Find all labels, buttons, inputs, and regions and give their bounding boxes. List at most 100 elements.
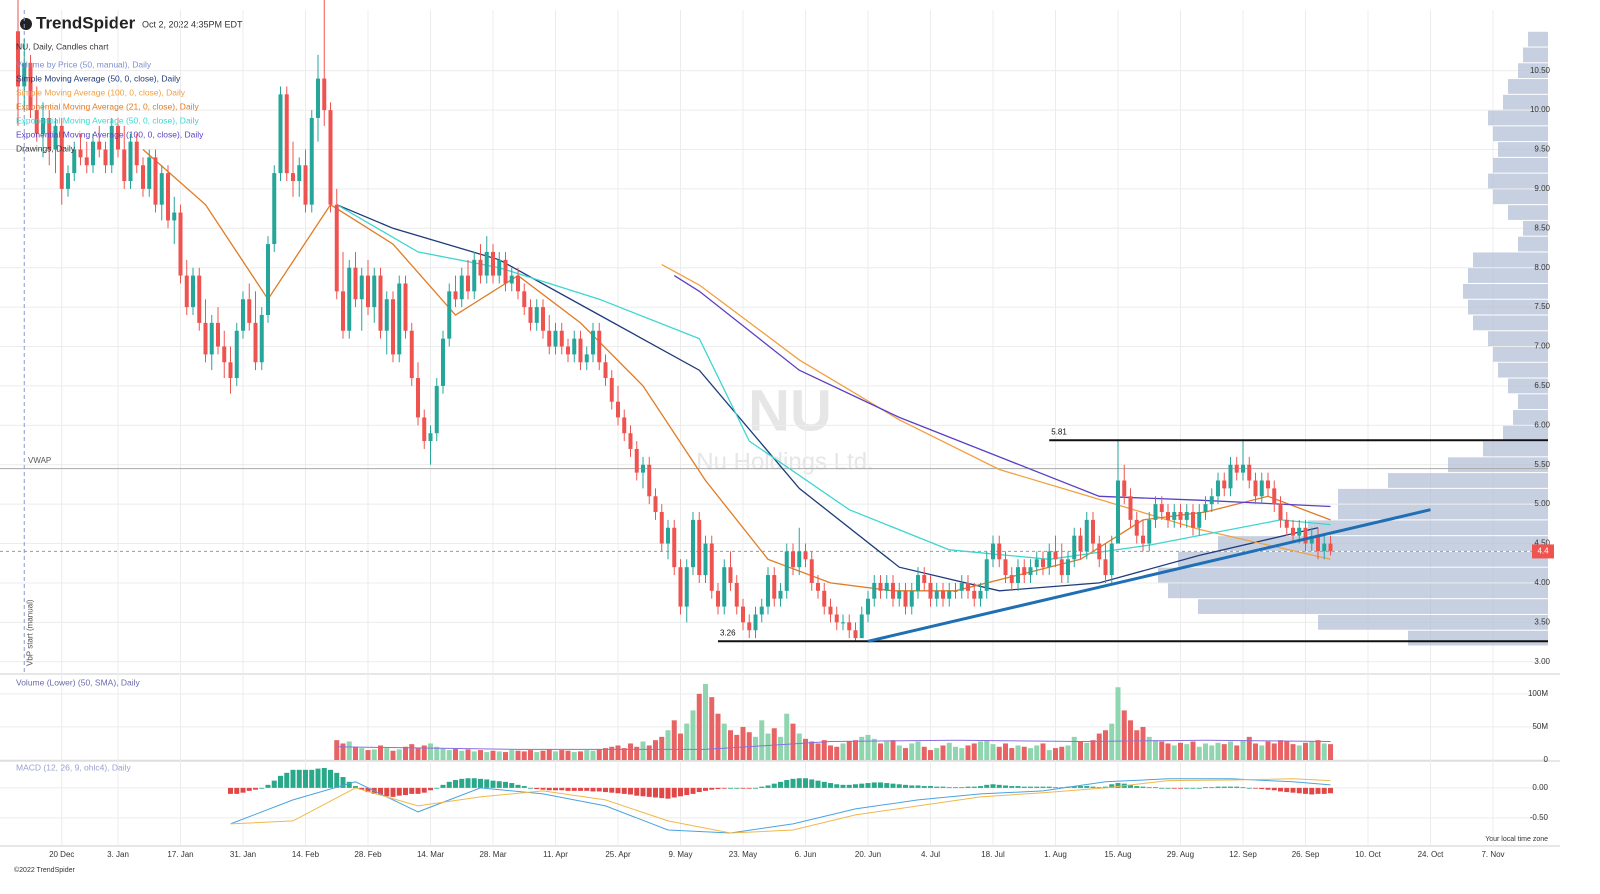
volume-bar bbox=[1178, 742, 1183, 760]
candle-body bbox=[1166, 512, 1170, 520]
candle-body bbox=[253, 322, 258, 363]
candle-body bbox=[541, 307, 545, 331]
candle-body bbox=[1066, 559, 1070, 576]
candle-body bbox=[259, 314, 264, 363]
macd-histogram-bar bbox=[746, 787, 752, 789]
candle-body bbox=[947, 590, 952, 599]
macd-histogram-bar bbox=[453, 780, 458, 788]
macd-histogram-bar bbox=[921, 786, 927, 788]
candle-body bbox=[147, 157, 152, 189]
candle-body bbox=[309, 117, 314, 205]
volume-bar bbox=[684, 723, 690, 760]
volume-bar bbox=[759, 720, 765, 760]
macd-histogram-bar bbox=[1146, 787, 1152, 789]
candle-body bbox=[1084, 519, 1089, 552]
candle-body bbox=[1053, 551, 1058, 560]
macd-histogram-bar bbox=[815, 780, 821, 788]
candle-body bbox=[178, 212, 183, 276]
macd-histogram-bar bbox=[671, 787, 677, 798]
candle-body bbox=[647, 464, 652, 497]
candle-body bbox=[816, 582, 820, 591]
candle-body bbox=[447, 291, 452, 339]
candle-body bbox=[341, 291, 345, 331]
macd-tick-label: -0.50 bbox=[1530, 813, 1549, 822]
candle-body bbox=[884, 582, 889, 591]
macd-histogram-bar bbox=[421, 787, 427, 793]
macd-histogram-bar bbox=[884, 783, 890, 788]
macd-histogram-bar bbox=[609, 787, 615, 793]
volume-bar bbox=[953, 746, 958, 760]
macd-signal-line bbox=[230, 778, 1331, 834]
candle-body bbox=[1303, 527, 1308, 544]
volume-bar bbox=[796, 733, 802, 760]
volume-tick-label: 100M bbox=[1528, 689, 1548, 698]
macd-histogram-bar bbox=[1134, 786, 1140, 788]
volume-bar bbox=[696, 693, 702, 760]
macd-histogram-bar bbox=[765, 785, 771, 788]
candle-body bbox=[641, 464, 645, 473]
macd-histogram-bar bbox=[1215, 786, 1221, 788]
candle-body bbox=[522, 291, 527, 308]
macd-histogram-bar bbox=[340, 777, 346, 788]
macd-histogram-bar bbox=[315, 768, 321, 788]
macd-histogram-bar bbox=[634, 787, 640, 796]
horizontal-line-label: 3.26 bbox=[720, 628, 736, 637]
y-tick-label: 7.50 bbox=[1534, 302, 1550, 311]
candle-body bbox=[1191, 512, 1195, 528]
volume-bar bbox=[621, 748, 627, 760]
volume-bar bbox=[728, 730, 733, 760]
volume-tick-label: 0 bbox=[1544, 755, 1549, 764]
candle-body bbox=[1028, 567, 1033, 576]
volume-bar bbox=[440, 748, 446, 760]
volume-bar bbox=[821, 740, 827, 760]
macd-histogram-bar bbox=[853, 784, 858, 788]
macd-histogram-bar bbox=[784, 780, 790, 788]
x-tick-label: 3. Jan bbox=[107, 850, 129, 859]
candle-body bbox=[966, 582, 970, 591]
candle-body bbox=[359, 275, 364, 300]
volume-bar bbox=[434, 746, 440, 760]
candle-body bbox=[128, 141, 133, 182]
candle-body bbox=[959, 582, 964, 591]
volume-bar bbox=[1234, 745, 1240, 760]
macd-histogram-bar bbox=[940, 786, 946, 788]
volume-bar bbox=[959, 748, 965, 760]
volume-bar bbox=[903, 748, 908, 760]
volume-profile-bar bbox=[1508, 378, 1548, 394]
macd-histogram-bar bbox=[415, 787, 421, 794]
y-tick-label: 3.50 bbox=[1534, 617, 1550, 626]
volume-bar bbox=[1321, 743, 1327, 760]
volume-profile-bar bbox=[1488, 331, 1548, 347]
volume-bar bbox=[828, 745, 833, 760]
x-tick-label: 1. Aug bbox=[1044, 850, 1067, 859]
macd-histogram-bar bbox=[1196, 787, 1202, 789]
macd-histogram-bar bbox=[1228, 786, 1233, 788]
volume-bar bbox=[1296, 745, 1302, 760]
moving-average-line bbox=[336, 204, 1319, 592]
macd-histogram-bar bbox=[1190, 787, 1196, 789]
candle-body bbox=[1209, 496, 1214, 505]
volume-bar bbox=[1059, 746, 1065, 760]
candle-body bbox=[778, 590, 783, 599]
volume-bar bbox=[1171, 745, 1177, 760]
volume-bar bbox=[715, 713, 721, 760]
candle-body bbox=[953, 590, 958, 592]
candle-body bbox=[441, 338, 445, 386]
volume-bar bbox=[746, 732, 752, 760]
brand-logo bbox=[20, 18, 32, 30]
candle-body bbox=[134, 141, 139, 166]
x-tick-label: 20 Dec bbox=[49, 850, 74, 859]
volume-profile-bar bbox=[1503, 94, 1548, 110]
x-tick-label: 23. May bbox=[729, 850, 757, 859]
macd-histogram-bar bbox=[946, 787, 952, 789]
volume-profile-bar bbox=[1508, 79, 1548, 94]
volume-bar bbox=[603, 748, 608, 760]
volume-bar bbox=[353, 746, 358, 760]
candle-body bbox=[1116, 480, 1120, 544]
macd-histogram-bar bbox=[934, 786, 940, 788]
volume-bar bbox=[784, 713, 790, 760]
candle-body bbox=[278, 94, 283, 174]
macd-histogram-bar bbox=[1084, 786, 1090, 788]
candle-body bbox=[72, 149, 77, 174]
macd-histogram-bar bbox=[859, 783, 865, 788]
